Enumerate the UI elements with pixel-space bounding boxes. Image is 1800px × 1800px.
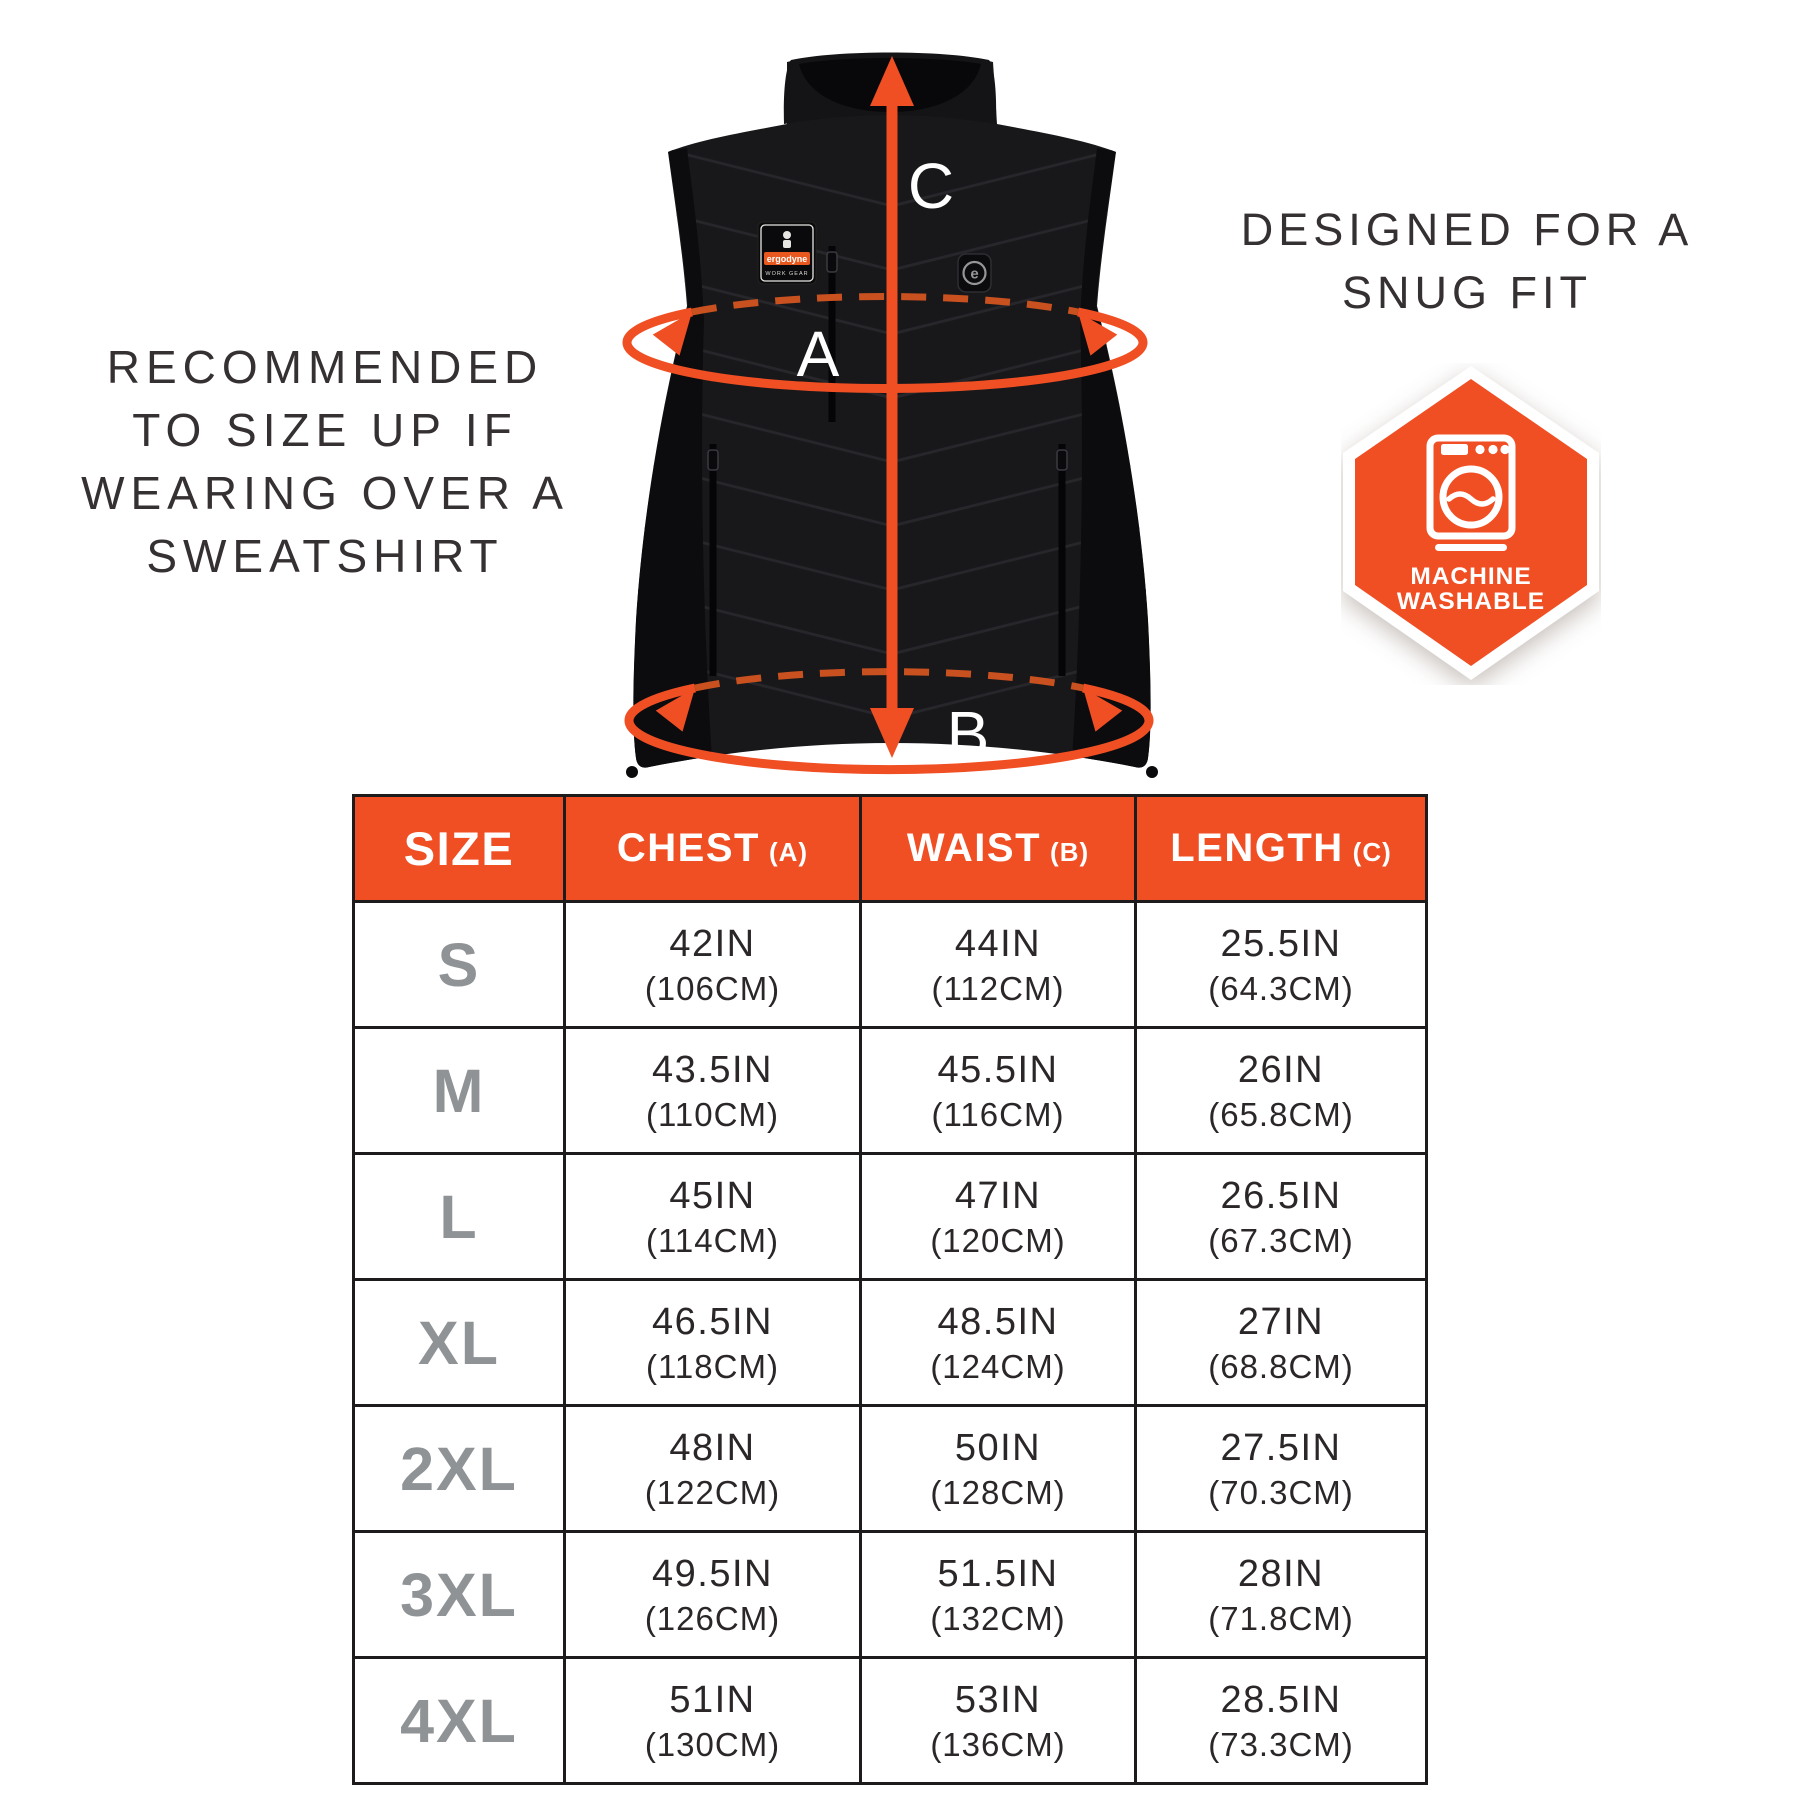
hem-pull-left (626, 766, 638, 778)
heat-logo-letter: e (970, 266, 978, 283)
header-length: LENGTH (C) (1134, 794, 1428, 903)
table-row: 2XL 48IN (122CM) 50IN (128CM) 27.5IN (70.3C… (352, 1404, 1428, 1533)
cell-waist: 50IN (128CM) (859, 1404, 1137, 1533)
cell-waist: 51.5IN (132CM) (859, 1530, 1137, 1659)
badge-label-line1: MACHINE (1410, 563, 1531, 590)
brand-patch: ergodyne WORK GEAR (757, 221, 817, 285)
machine-washable-badge: MACHINE WASHABLE (1343, 366, 1599, 680)
cell-length: 28IN (71.8CM) (1134, 1530, 1428, 1659)
cell-chest: 43.5IN (110CM) (563, 1026, 862, 1155)
cell-length: 27.5IN (70.3CM) (1134, 1404, 1428, 1533)
table-row: M 43.5IN (110CM) 45.5IN (116CM) 26IN (65.8C… (352, 1026, 1428, 1155)
table-row: 4XL 51IN (130CM) 53IN (136CM) 28.5IN (73.3C… (352, 1656, 1428, 1785)
header-chest: CHEST (A) (563, 794, 862, 903)
length-measure-arrow (870, 56, 914, 758)
cell-size: 2XL (352, 1404, 566, 1533)
header-size: SIZE (352, 794, 566, 903)
right-note-line: SNUG FIT (1342, 267, 1592, 318)
cell-length: 27IN (68.8CM) (1134, 1278, 1428, 1407)
label-chest-a: A (797, 318, 840, 390)
cell-waist: 48.5IN (124CM) (859, 1278, 1137, 1407)
cell-size: 3XL (352, 1530, 566, 1659)
cell-length: 25.5IN (64.3CM) (1134, 900, 1428, 1029)
header-waist: WAIST (B) (859, 794, 1137, 903)
cell-size: XL (352, 1278, 566, 1407)
right-note: DESIGNED FOR A SNUG FIT (1214, 198, 1720, 324)
cell-chest: 48IN (122CM) (563, 1404, 862, 1533)
chest-measure-ellipse (622, 293, 1148, 394)
header-waist-label: WAIST (906, 826, 1042, 870)
left-note: RECOMMENDED TO SIZE UP IF WEARING OVER A… (20, 336, 630, 588)
side-panel-left (633, 148, 712, 768)
pocket-zipper-left (707, 444, 719, 676)
cell-chest: 51IN (130CM) (563, 1656, 862, 1785)
cell-waist: 44IN (112CM) (859, 900, 1137, 1029)
left-note-line: TO SIZE UP IF (132, 404, 518, 456)
header-length-label: LENGTH (1170, 826, 1344, 870)
pocket-zipper-right (1056, 444, 1068, 676)
cell-size: L (352, 1152, 566, 1281)
cell-waist: 53IN (136CM) (859, 1656, 1137, 1785)
cell-chest: 45IN (114CM) (563, 1152, 862, 1281)
cell-chest: 49.5IN (126CM) (563, 1530, 862, 1659)
cell-chest: 42IN (106CM) (563, 900, 862, 1029)
cell-length: 28.5IN (73.3CM) (1134, 1656, 1428, 1785)
table-header-row: SIZE CHEST (A) WAIST (B) LENGTH (C) (352, 794, 1428, 903)
cell-length: 26IN (65.8CM) (1134, 1026, 1428, 1155)
label-length-c: C (908, 150, 954, 222)
header-waist-ref: (B) (1050, 837, 1090, 867)
left-note-line: WEARING OVER A (81, 467, 569, 519)
label-waist-b: B (947, 698, 990, 770)
badge-label-line2: WASHABLE (1397, 588, 1545, 615)
patch-brand-label: ergodyne (767, 254, 808, 264)
header-chest-ref: (A) (768, 837, 809, 867)
cell-waist: 47IN (120CM) (859, 1152, 1137, 1281)
header-chest-label: CHEST (616, 826, 760, 870)
table-row: 3XL 49.5IN (126CM) 51.5IN (132CM) 28IN (71.… (352, 1530, 1428, 1659)
cell-chest: 46.5IN (118CM) (563, 1278, 862, 1407)
vest-measurement-diagram: ergodyne WORK GEAR e (622, 52, 1158, 778)
cell-length: 26.5IN (67.3CM) (1134, 1152, 1428, 1281)
cell-size: S (352, 900, 566, 1029)
hem-pull-right (1146, 766, 1158, 778)
header-size-label: SIZE (403, 822, 515, 875)
table-row: XL 46.5IN (118CM) 48.5IN (124CM) 27IN (68.8… (352, 1278, 1428, 1407)
waist-measure-ellipse (624, 668, 1154, 775)
cell-waist: 45.5IN (116CM) (859, 1026, 1137, 1155)
heat-button-logo: e (957, 253, 992, 293)
table-row: S 42IN (106CM) 44IN (112CM) 25.5IN (64.3CM) (352, 900, 1428, 1029)
left-note-line: RECOMMENDED (106, 341, 544, 393)
side-panel-right (1072, 148, 1151, 768)
patch-sub-label: WORK GEAR (765, 271, 808, 277)
cell-size: M (352, 1026, 566, 1155)
header-length-ref: (C) (1352, 837, 1392, 867)
cell-size: 4XL (352, 1656, 566, 1785)
size-table: SIZE CHEST (A) WAIST (B) LENGTH (C) S 42IN(… (352, 794, 1428, 1785)
right-note-line: DESIGNED FOR A (1240, 204, 1694, 255)
table-row: L 45IN (114CM) 47IN (120CM) 26.5IN (67.3CM) (352, 1152, 1428, 1281)
chest-pocket-zipper (826, 246, 838, 422)
left-note-line: SWEATSHIRT (146, 530, 504, 582)
washing-machine-icon (1426, 434, 1516, 551)
